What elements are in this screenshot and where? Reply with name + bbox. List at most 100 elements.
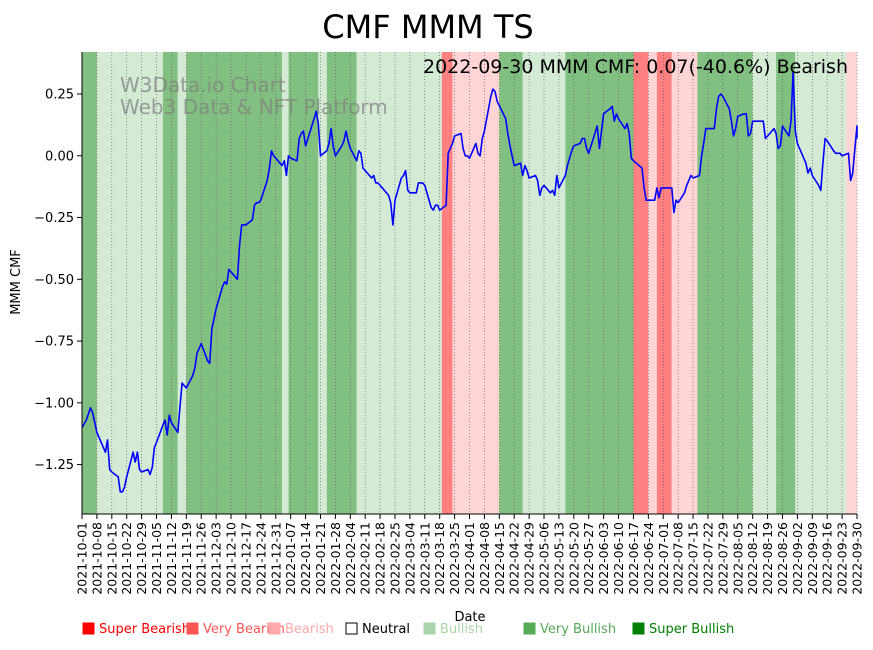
- x-tick-label: 2022-04-29: [522, 522, 537, 595]
- band-1: [96, 52, 112, 514]
- band-11: [441, 52, 453, 514]
- x-ticks: 2021-10-01 2021-10-08 2021-10-15 2021-10-22…: [75, 514, 865, 595]
- x-tick-label: 2022-05-27: [581, 522, 596, 595]
- legend-swatch-neutral: [345, 622, 358, 635]
- x-tick-label: 2022-07-22: [700, 522, 715, 595]
- legend-swatch-very-bullish: [523, 622, 536, 635]
- x-tick-label: 2021-12-17: [238, 522, 253, 595]
- legend-label-super-bullish: Super Bullish: [649, 622, 734, 637]
- x-tick-label: 2022-01-28: [328, 522, 343, 595]
- band-19: [671, 52, 698, 514]
- x-tick-label: 2022-05-13: [551, 522, 566, 595]
- x-tick-label: 2022-06-24: [641, 522, 656, 595]
- x-tick-label: 2021-11-12: [164, 522, 179, 595]
- x-tick-label: 2022-02-04: [343, 522, 358, 595]
- vertical-gridlines: [81, 52, 858, 514]
- band-17: [648, 52, 657, 514]
- x-tick-label: 2021-12-31: [268, 522, 283, 595]
- y-tick-label: −1.00: [34, 396, 74, 411]
- band-23: [795, 52, 847, 514]
- x-tick-label: 2022-09-30: [850, 522, 865, 595]
- x-tick-label: 2021-12-10: [224, 522, 239, 595]
- series-line-mmm-cmf: [81, 71, 858, 493]
- x-tick-label: 2022-04-22: [507, 522, 522, 595]
- x-tick-label: 2021-10-08: [89, 522, 104, 595]
- band-15: [565, 52, 634, 514]
- legend-label-neutral: Neutral: [362, 622, 410, 637]
- x-tick-label: 2021-11-19: [179, 522, 194, 595]
- watermark: W3Data.io Chart Web3 Data & NFT Platform: [120, 73, 388, 119]
- x-tick-label: 2021-10-22: [119, 522, 134, 595]
- legend-label-bearish: Bearish: [285, 622, 334, 637]
- x-tick-label: 2022-02-11: [358, 522, 373, 595]
- band-9: [326, 52, 357, 514]
- watermark-line-1: W3Data.io Chart: [120, 73, 286, 97]
- x-tick-label: 2022-09-16: [820, 522, 835, 595]
- y-axis-label: MMM CMF: [9, 249, 24, 315]
- legend-swatch-bearish: [268, 622, 281, 635]
- legend: Super Bearish Very Bearish Bearish Neutral B…: [82, 622, 734, 637]
- legend-label-super-bearish: Super Bearish: [99, 622, 190, 637]
- x-tick-label: 2022-02-18: [373, 522, 388, 595]
- x-tick-label: 2022-04-08: [477, 522, 492, 595]
- x-tick-label: 2021-12-24: [253, 522, 268, 595]
- watermark-line-2: Web3 Data & NFT Platform: [120, 95, 388, 119]
- x-tick-label: 2022-06-17: [626, 522, 641, 595]
- legend-label-very-bearish: Very Bearish: [203, 622, 285, 637]
- x-tick-label: 2022-07-01: [656, 522, 671, 595]
- x-tick-label: 2022-07-08: [671, 522, 686, 595]
- y-tick-label: −0.25: [34, 211, 74, 226]
- x-tick-label: 2022-08-12: [745, 522, 760, 595]
- band-16: [633, 52, 649, 514]
- band-18: [656, 52, 672, 514]
- band-5: [186, 52, 283, 514]
- band-8: [318, 52, 327, 514]
- legend-swatch-super-bullish: [632, 622, 645, 635]
- band-10: [356, 52, 442, 514]
- x-tick-label: 2022-05-06: [537, 522, 552, 595]
- y-ticks: 0.25 0.00 −0.25 −0.50 −0.75 −1.00 −1.25: [34, 88, 82, 473]
- band-2: [111, 52, 163, 514]
- y-tick-label: −0.75: [34, 335, 74, 350]
- x-tick-label: 2022-06-03: [596, 522, 611, 595]
- band-7: [288, 52, 319, 514]
- x-tick-label: 2022-09-23: [835, 522, 850, 595]
- x-tick-label: 2022-06-10: [611, 522, 626, 595]
- band-0: [82, 52, 97, 514]
- y-tick-label: 0.00: [45, 149, 74, 164]
- x-tick-label: 2022-08-19: [760, 522, 775, 595]
- x-tick-label: 2022-09-09: [805, 522, 820, 595]
- x-tick-label: 2022-09-02: [790, 522, 805, 595]
- x-tick-label: 2021-10-01: [75, 522, 90, 595]
- x-tick-label: 2022-03-04: [402, 522, 417, 595]
- x-tick-label: 2021-11-05: [149, 522, 164, 595]
- band-24: [846, 52, 857, 514]
- y-tick-label: −0.50: [34, 273, 74, 288]
- legend-swatch-very-bearish: [186, 622, 199, 635]
- band-4: [177, 52, 187, 514]
- x-tick-label: 2022-01-21: [313, 522, 328, 595]
- legend-swatch-super-bearish: [82, 622, 95, 635]
- x-tick-label: 2021-10-29: [134, 522, 149, 595]
- chart-annotation: 2022-09-30 MMM CMF: 0.07(-40.6%) Bearish: [423, 56, 848, 78]
- x-axis-label: Date: [454, 610, 485, 625]
- x-tick-label: 2021-10-15: [104, 522, 119, 595]
- x-tick-label: 2022-03-25: [447, 522, 462, 595]
- x-tick-label: 2022-03-11: [417, 522, 432, 595]
- x-tick-label: 2022-07-29: [715, 522, 730, 595]
- x-tick-label: 2022-01-07: [283, 522, 298, 595]
- x-tick-label: 2022-01-14: [298, 522, 313, 595]
- x-tick-label: 2021-11-26: [194, 522, 209, 595]
- band-6: [282, 52, 289, 514]
- x-tick-label: 2022-02-25: [387, 522, 402, 595]
- x-tick-label: 2021-12-03: [209, 522, 224, 595]
- x-tick-label: 2022-05-20: [566, 522, 581, 595]
- x-tick-label: 2022-04-15: [492, 522, 507, 595]
- x-tick-label: 2022-03-18: [432, 522, 447, 595]
- y-tick-label: −1.25: [34, 458, 74, 473]
- x-tick-label: 2022-07-15: [686, 522, 701, 595]
- band-22: [776, 52, 796, 514]
- band-20: [697, 52, 753, 514]
